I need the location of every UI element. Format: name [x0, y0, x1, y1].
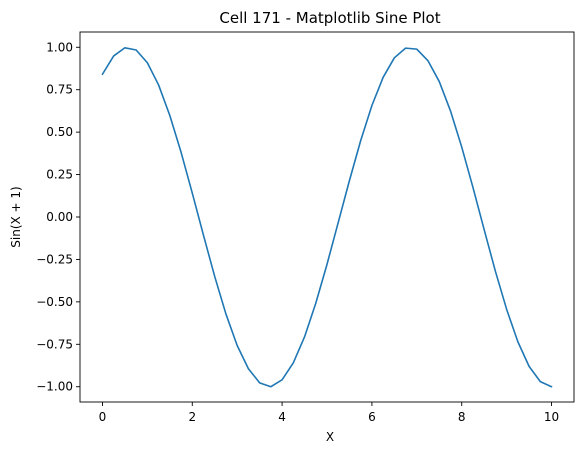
- plot-area: 0 2 4 6 8 10 −1.00 −0.75 −0.50 −0.25 0.00 0.25 0.50…: [36, 31, 575, 424]
- y-tick-label: 1.00: [46, 40, 73, 54]
- series-line-sine: [101, 46, 553, 388]
- x-axis-label: X: [326, 430, 334, 444]
- y-tick-label: 0.75: [46, 83, 73, 97]
- y-tick-label: −0.75: [36, 337, 73, 351]
- y-tick-label: −0.50: [36, 295, 73, 309]
- y-axis-label: Sin(X + 1): [9, 186, 23, 247]
- x-tick-label: 10: [544, 410, 559, 424]
- x-tick-label: 8: [458, 410, 466, 424]
- x-tick-label: 2: [188, 410, 196, 424]
- y-tick-label: 0.00: [46, 210, 73, 224]
- y-tick-label: −1.00: [36, 380, 73, 394]
- x-axis-ticks: 0 2 4 6 8 10: [99, 402, 559, 424]
- plot-frame: [79, 31, 575, 403]
- x-tick-label: 0: [99, 410, 107, 424]
- y-tick-label: 0.50: [46, 125, 73, 139]
- x-tick-label: 4: [278, 410, 286, 424]
- y-tick-label: −0.25: [36, 252, 73, 266]
- x-tick-label: 6: [368, 410, 376, 424]
- y-tick-label: 0.25: [46, 168, 73, 182]
- y-axis-ticks: −1.00 −0.75 −0.50 −0.25 0.00 0.25 0.50 0.75 1.00: [36, 40, 80, 394]
- chart-title: Cell 171 - Matplotlib Sine Plot: [219, 9, 440, 27]
